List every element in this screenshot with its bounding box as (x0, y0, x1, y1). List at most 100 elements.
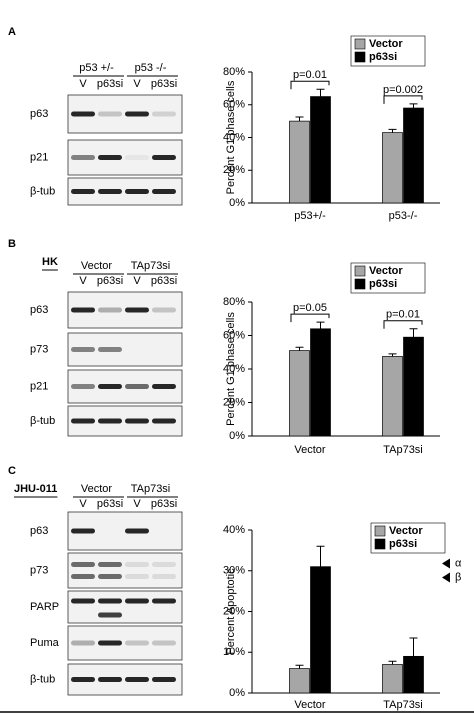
y-tick-label: 40% (223, 131, 245, 143)
band (98, 155, 122, 160)
error-bar (295, 346, 304, 351)
band (98, 677, 122, 682)
y-tick-label: 0% (229, 197, 245, 209)
legend-label: p63si (369, 278, 397, 290)
band (98, 111, 122, 117)
band (125, 562, 149, 567)
error-bar (409, 637, 418, 657)
lane-label: p63si (151, 78, 177, 90)
bar (310, 328, 331, 437)
y-tick-label: 10% (223, 646, 245, 658)
band (98, 418, 122, 424)
band (152, 155, 176, 160)
error-bar (295, 664, 304, 669)
x-tick-label: TAp73si (383, 444, 423, 456)
y-tick-label: 20% (223, 605, 245, 617)
row-label: β-tub (30, 415, 55, 427)
x-tick-label: Vector (294, 444, 326, 456)
x-tick-label: Vector (294, 699, 326, 711)
lane-label: V (79, 275, 87, 287)
band (98, 574, 122, 579)
band (71, 640, 95, 646)
band (71, 677, 95, 682)
lane-label: p63si (97, 275, 123, 287)
p-value: p=0.01 (293, 69, 327, 81)
cell-line: JHU-011 (14, 483, 57, 495)
blot-frame (67, 625, 183, 661)
lane-label: p63si (97, 498, 123, 510)
significance-bracket (290, 80, 330, 90)
band (152, 640, 176, 646)
row-label: PARP (30, 601, 59, 613)
y-axis-label: Percent Apoptotic (225, 568, 237, 655)
bar (382, 356, 403, 437)
isoform-marker: α (455, 557, 462, 569)
band (98, 307, 122, 313)
error-bar (388, 128, 397, 133)
band (152, 677, 176, 682)
error-bar (295, 116, 304, 122)
significance-bracket (383, 95, 423, 104)
band (125, 528, 149, 534)
y-tick-label: 0% (229, 430, 245, 442)
band (98, 189, 122, 194)
lane-label: p63si (97, 78, 123, 90)
bar (289, 120, 310, 204)
lane-label: V (133, 498, 141, 510)
band (125, 598, 149, 604)
row-label: p73 (30, 343, 48, 355)
y-tick-label: 60% (223, 99, 245, 111)
legend-swatch (354, 38, 366, 50)
band (98, 612, 122, 618)
y-tick-label: 20% (223, 396, 245, 408)
row-label: p21 (30, 151, 48, 163)
group-label: Vector (81, 260, 113, 272)
band (125, 384, 149, 389)
error-bar (316, 321, 325, 329)
band (152, 574, 176, 579)
bar (382, 132, 403, 204)
group-label: TAp73si (131, 260, 171, 272)
x-tick-label: p53+/- (294, 210, 326, 222)
lane-label: V (79, 78, 87, 90)
group-label: TAp73si (131, 483, 171, 495)
band (71, 418, 95, 424)
band (71, 155, 95, 160)
band (125, 418, 149, 424)
row-label: β-tub (30, 673, 55, 685)
band (152, 562, 176, 567)
group-label: Vector (81, 483, 113, 495)
band (71, 384, 95, 389)
band (125, 111, 149, 117)
lane-label: p63si (151, 275, 177, 287)
band (71, 574, 95, 579)
group-label: p53 +/- (79, 62, 114, 74)
band (98, 640, 122, 646)
x-tick-label: p53-/- (389, 210, 418, 222)
error-bar (316, 88, 325, 97)
panel-letter: A (8, 26, 16, 38)
bar (310, 566, 331, 694)
band (152, 598, 176, 604)
legend-label: Vector (389, 525, 423, 537)
band (125, 574, 149, 579)
band (125, 640, 149, 646)
band (71, 189, 95, 194)
legend-swatch (374, 525, 386, 537)
band (71, 307, 95, 313)
band (125, 189, 149, 194)
legend-swatch (354, 51, 366, 63)
p-value: p=0.01 (386, 309, 420, 321)
legend-swatch (354, 265, 366, 277)
significance-bracket (383, 320, 423, 329)
band (125, 155, 149, 160)
lane-label: V (133, 78, 141, 90)
p-value: p=0.05 (293, 302, 327, 314)
band (152, 111, 176, 117)
band (98, 598, 122, 604)
legend-label: Vector (369, 265, 403, 277)
panel-letter: C (8, 465, 16, 477)
panel-letter: B (8, 238, 16, 250)
y-tick-label: 80% (223, 66, 245, 78)
